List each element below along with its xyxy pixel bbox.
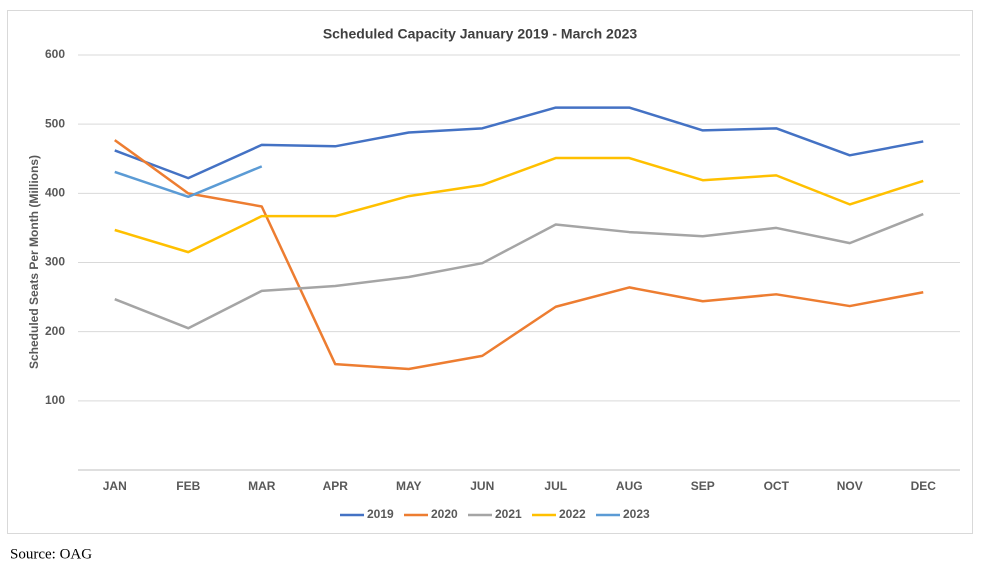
y-tick-label: 600	[45, 47, 65, 61]
y-tick-label: 500	[45, 116, 65, 130]
series-line	[114, 106, 924, 180]
x-tick-label: FEB	[176, 479, 200, 493]
x-tick-label: JUL	[544, 479, 567, 493]
y-tick-label: 400	[45, 186, 65, 200]
series-line	[114, 212, 924, 330]
legend-label: 2021	[495, 507, 522, 521]
x-tick-label: APR	[323, 479, 349, 493]
x-tick-label: MAY	[396, 479, 422, 493]
x-tick-label: JAN	[103, 479, 127, 493]
x-tick-label: MAR	[248, 479, 276, 493]
legend-label: 2019	[367, 507, 394, 521]
x-tick-label: AUG	[616, 479, 643, 493]
chart-frame	[7, 10, 973, 534]
y-tick-label: 300	[45, 255, 65, 269]
x-tick-label: OCT	[764, 479, 790, 493]
legend-label: 2020	[431, 507, 458, 521]
legend-label: 2022	[559, 507, 586, 521]
legend-label: 2023	[623, 507, 650, 521]
y-tick-label: 100	[45, 393, 65, 407]
x-tick-label: JUN	[470, 479, 494, 493]
series-line	[114, 139, 924, 371]
x-tick-label: SEP	[691, 479, 715, 493]
series-line	[114, 156, 924, 254]
y-axis-label: Scheduled Seats Per Month (Millions)	[27, 155, 41, 369]
source-note: Source: OAG	[10, 546, 92, 562]
chart-title: Scheduled Capacity January 2019 - March …	[323, 26, 638, 42]
series-line	[114, 165, 263, 199]
x-tick-label: DEC	[911, 479, 937, 493]
x-tick-label: NOV	[837, 479, 863, 493]
y-tick-label: 200	[45, 324, 65, 338]
